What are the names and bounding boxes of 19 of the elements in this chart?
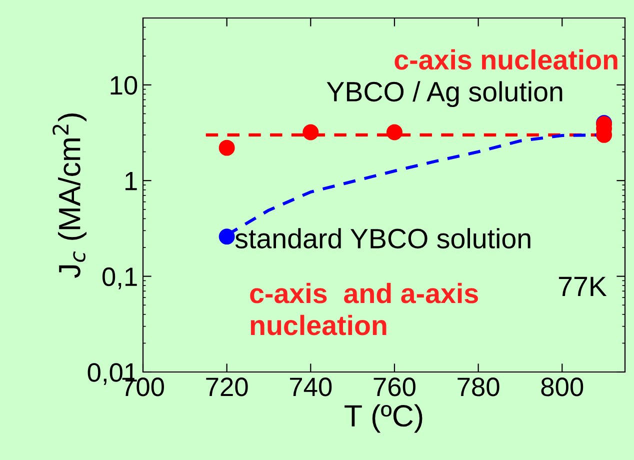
point [218, 228, 235, 245]
annotation: standard YBCO solution [235, 228, 530, 248]
annotation: c-axis and a-axis nucleation [250, 282, 478, 336]
annotation: YBCO / Ag solution [326, 81, 562, 108]
y-tick-label: 10 [110, 76, 138, 95]
x-axis-title: T (ºC) [344, 404, 422, 433]
point [218, 140, 235, 156]
x-tick-label: 800 [541, 378, 584, 396]
x-tick-label: 720 [206, 378, 248, 396]
x-tick-label: 760 [374, 378, 416, 396]
y-tick-label: 1 [125, 172, 137, 190]
x-tick-label: 740 [290, 378, 332, 396]
y-tick-label: 0,1 [102, 267, 137, 290]
annotation: 77K [558, 276, 607, 296]
point [386, 124, 402, 140]
x-tick-label: 780 [458, 378, 500, 396]
point [302, 124, 319, 140]
y-axis-title: J$_{c}$ (MA/cm$^{2}$) [52, 114, 86, 278]
annotation: c-axis nucleation [394, 49, 618, 70]
